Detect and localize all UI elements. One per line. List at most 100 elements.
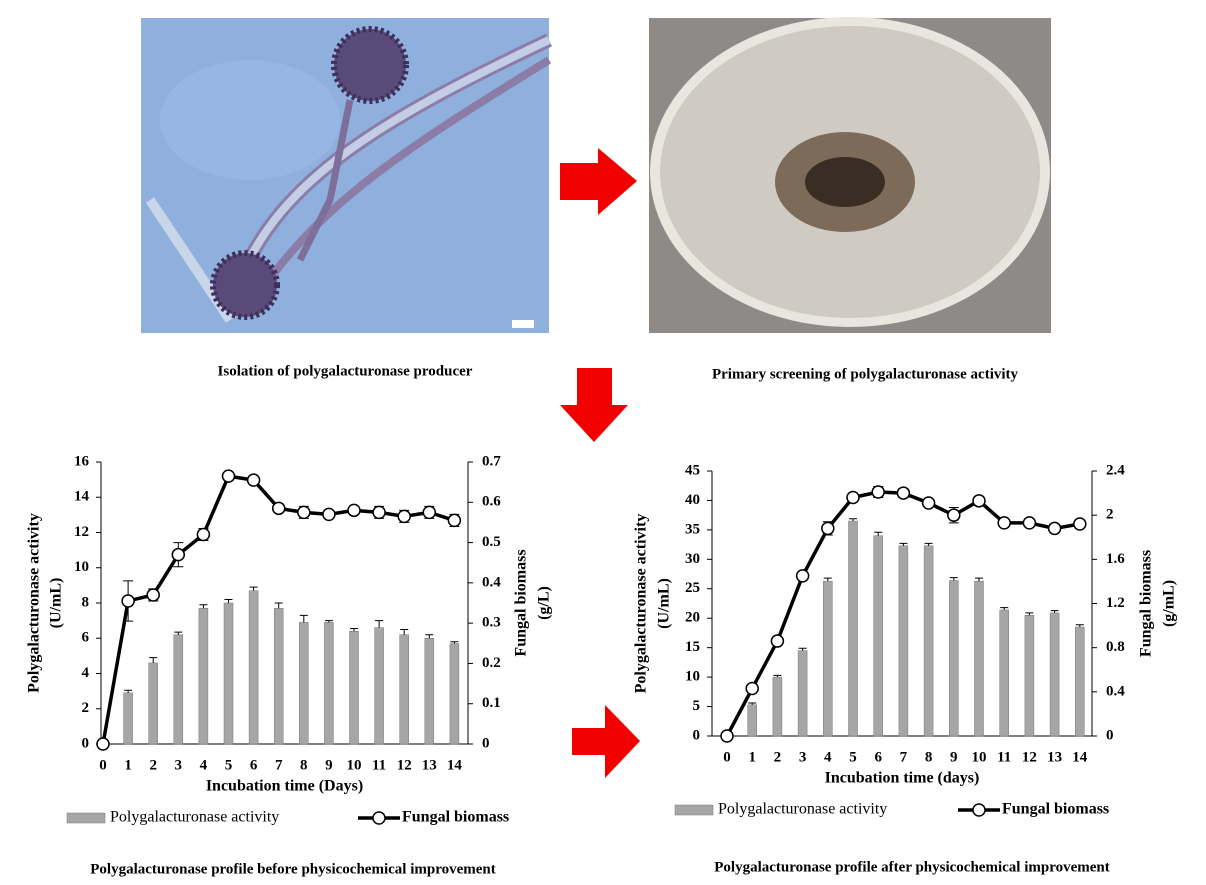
point	[947, 508, 961, 522]
bar	[772, 676, 783, 737]
point	[1073, 517, 1087, 531]
point	[146, 588, 160, 602]
arrow	[560, 368, 628, 442]
error-bar	[874, 531, 883, 536]
y2-tick-label: 0.3	[482, 615, 501, 631]
bar	[324, 622, 334, 745]
x-tick-label: 1	[748, 749, 756, 765]
y2-tick-label: 0.6	[482, 494, 501, 510]
error-bar	[798, 647, 807, 651]
point	[997, 516, 1011, 530]
error-bar	[1025, 612, 1034, 616]
point	[770, 634, 785, 648]
error-bar	[773, 674, 782, 678]
y-tick-label: 25	[685, 580, 700, 596]
error-bar	[199, 604, 208, 609]
point	[422, 505, 437, 520]
error-bar	[274, 602, 283, 609]
error-bar	[975, 577, 983, 582]
bar	[273, 608, 284, 745]
x-tick-label: 14	[1072, 749, 1088, 765]
bar	[449, 643, 460, 745]
point	[96, 737, 110, 751]
y-tick-label: 0	[82, 735, 90, 751]
x-tick-label: 11	[372, 757, 386, 773]
point	[372, 505, 386, 520]
point	[720, 729, 734, 743]
point	[171, 547, 186, 562]
point	[1047, 521, 1062, 536]
y-axis-title: Polygalacturonase activity	[26, 513, 43, 693]
x-tick-label: 8	[925, 749, 933, 765]
x-tick-label: 9	[950, 749, 958, 765]
bar	[898, 545, 909, 737]
y2-axis-title: Fungal biomass	[1138, 550, 1155, 657]
x-tick-label: 5	[225, 757, 233, 773]
y2-tick-label: 2	[1106, 507, 1114, 523]
x-tick-label: 7	[275, 757, 283, 773]
error-bar	[249, 586, 258, 591]
error-bar	[299, 614, 308, 623]
error-bar	[1075, 624, 1084, 628]
y-tick-label: 10	[685, 669, 700, 685]
bar	[374, 627, 384, 745]
y2-tick-label: 1.6	[1106, 551, 1125, 567]
bar	[923, 545, 934, 737]
x-tick-label: 13	[1047, 749, 1062, 765]
petri-dish-photo	[649, 17, 1051, 333]
x-tick-label: 6	[874, 749, 882, 765]
point	[447, 513, 462, 528]
error-bar	[748, 702, 757, 705]
y2-axis-title: Fungal biomass	[513, 549, 530, 656]
point	[871, 485, 885, 499]
bar	[223, 602, 234, 745]
error-bar	[375, 620, 384, 628]
arrow	[572, 705, 640, 778]
legend-swatch	[972, 803, 986, 817]
error-bar	[124, 689, 133, 693]
legend-label: Fungal biomass	[1002, 801, 1109, 818]
point	[745, 681, 759, 696]
x-axis-title: Incubation time (Days)	[206, 778, 363, 795]
y-tick-label: 30	[685, 551, 700, 567]
error-bar	[400, 628, 409, 635]
x-tick-label: 0	[99, 757, 107, 773]
y-axis-title: (U/mL)	[656, 578, 673, 629]
error-bar	[849, 518, 857, 522]
bar	[399, 634, 409, 745]
legend-label: Fungal biomass	[402, 809, 509, 826]
x-tick-label: 12	[397, 757, 412, 773]
bar	[999, 609, 1009, 737]
y-axis-title: Polygalacturonase activity	[633, 514, 650, 694]
x-tick-label: 3	[175, 757, 183, 773]
x-tick-label: 5	[849, 749, 857, 765]
x-tick-label: 2	[149, 757, 157, 773]
y2-tick-label: 0.8	[1106, 639, 1125, 655]
point	[196, 527, 211, 542]
point	[221, 469, 236, 483]
y-tick-label: 10	[74, 559, 89, 575]
bar	[123, 692, 133, 745]
bar	[974, 580, 984, 737]
error-bar	[149, 657, 158, 663]
legend-label: Polygalacturonase activity	[110, 809, 279, 826]
y2-tick-label: 0.4	[1106, 683, 1125, 699]
legend-swatch	[674, 804, 714, 816]
y2-axis-title: (g/mL)	[1161, 580, 1178, 627]
error-bar	[1000, 607, 1009, 610]
x-tick-label: 6	[250, 757, 258, 773]
y-tick-label: 45	[685, 462, 700, 478]
bar	[747, 704, 757, 737]
y-tick-label: 0	[693, 727, 701, 743]
bar	[173, 634, 184, 745]
x-tick-label: 12	[1022, 749, 1037, 765]
point	[795, 569, 810, 583]
legend-label: Polygalacturonase activity	[718, 801, 887, 818]
bar	[823, 580, 833, 737]
point	[246, 473, 261, 487]
error-bar	[324, 620, 333, 623]
bar	[248, 590, 259, 745]
x-tick-label: 4	[824, 749, 832, 765]
y-tick-label: 4	[82, 665, 90, 681]
point	[846, 490, 860, 505]
